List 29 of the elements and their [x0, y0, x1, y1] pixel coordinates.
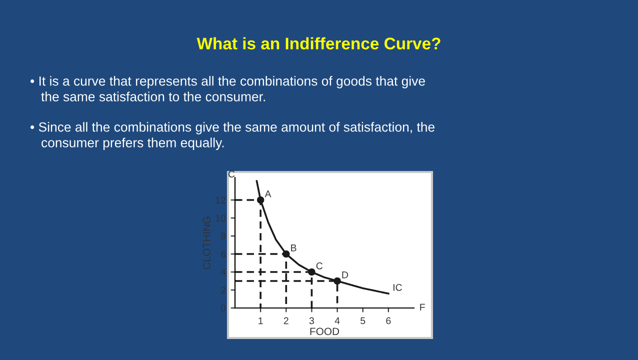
chart-title: What is an Indifference Curve? — [196, 37, 440, 50]
y-tick-label: 8 — [220, 232, 226, 240]
x-tick-label: 3 — [309, 317, 314, 324]
annotation: B — [291, 244, 296, 252]
y-tick-label: 12 — [216, 196, 226, 204]
y-axis-title: CLOTHING — [202, 216, 210, 270]
annotation: IC — [393, 284, 402, 291]
annotation: D — [342, 272, 348, 278]
y-tick-label: 0 — [220, 304, 226, 312]
annotation: C — [316, 262, 323, 270]
text: C — [228, 170, 235, 178]
x-tick-label: 1 — [258, 317, 263, 324]
x-tick-label: 4 — [334, 317, 340, 324]
point — [256, 196, 264, 204]
point — [334, 277, 341, 285]
y-tick-label: 6 — [221, 250, 226, 258]
y-tick-label: 10 — [216, 214, 226, 222]
x-tick-label: 5 — [360, 317, 366, 324]
x-tick-label: 6 — [386, 317, 391, 324]
annotation: A — [264, 190, 272, 198]
text: F — [420, 304, 425, 311]
y-tick-label: 2 — [221, 286, 226, 294]
point — [282, 250, 290, 258]
x-axis-title: FOOD — [310, 328, 340, 336]
point — [308, 268, 316, 276]
y-tick-label: 4 — [220, 268, 226, 276]
x-tick-label: 2 — [284, 317, 288, 324]
text: • It is a curve that represents all the combinations of goods that give the same satisfaction to the consumer. — [30, 76, 425, 102]
text: • Since all the combinations give the same amount of satisfaction, the consumer prefers them equally. — [30, 122, 434, 150]
